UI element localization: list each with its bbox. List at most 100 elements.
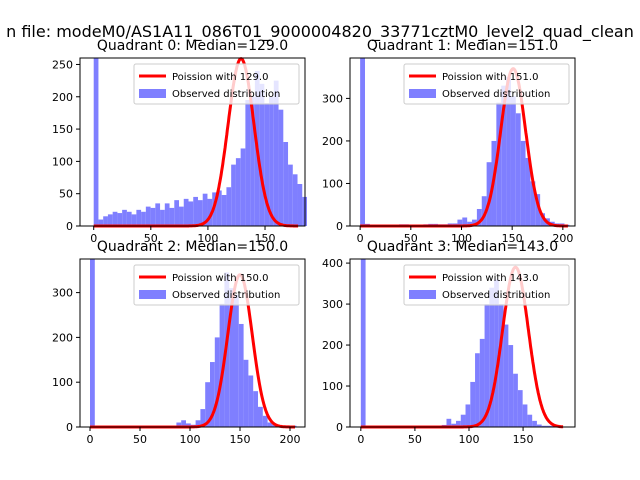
histogram-bar: [253, 391, 258, 427]
histogram-bar: [470, 381, 476, 427]
histogram-bar: [164, 203, 170, 226]
histogram-bar: [262, 415, 268, 427]
histogram-bar: [532, 420, 537, 427]
x-tick-label: 0: [357, 433, 364, 446]
histogram-bar: [546, 425, 552, 427]
axes-frame: [79, 57, 306, 227]
x-tick-label: 0: [90, 232, 97, 245]
histogram-bar: [141, 211, 146, 226]
histogram-bar: [117, 213, 123, 226]
histogram-bar: [169, 207, 175, 226]
y-tick-label: 200: [52, 331, 73, 344]
histogram-bar: [476, 208, 482, 226]
x-tick-label: 200: [552, 232, 573, 245]
y-tick-label: 300: [322, 92, 343, 105]
histogram-bar: [186, 423, 191, 427]
x-tick-label: 150: [502, 232, 523, 245]
histogram-bar: [525, 157, 531, 226]
histogram-bar: [283, 142, 289, 226]
y-tick-label: 100: [322, 177, 343, 190]
histogram-bar: [451, 423, 457, 427]
x-tick-label: 150: [255, 232, 276, 245]
histogram-bar: [245, 100, 251, 226]
legend: Poission with 151.0 Observed distribution: [403, 63, 570, 105]
histogram-bar: [226, 187, 232, 226]
axes-frame: [79, 258, 306, 428]
histogram-bar: [238, 323, 244, 427]
histogram-bar: [248, 375, 254, 427]
subplot-0: 0 50 100 150 0 50 100 150 200 250 Quadrant 0: Medi…: [52, 38, 307, 245]
histogram-bar: [460, 414, 466, 427]
histogram-bar: [181, 420, 186, 427]
histogram-bar: [145, 206, 151, 226]
subplots: 0 50 100 150 0 50 100 150 200 250 Quadrant 0: Medi…: [52, 38, 576, 446]
y-tick-label: 300: [322, 298, 343, 311]
histogram-bar: [202, 193, 208, 226]
histogram-bar: [457, 219, 463, 226]
histogram-bar: [214, 337, 220, 427]
histogram-bar: [98, 219, 104, 226]
x-tick-label: 50: [144, 232, 158, 245]
histogram-bar: [292, 174, 298, 226]
y-tick-label: 0: [66, 220, 73, 233]
histogram-bar: [107, 214, 113, 226]
y-tick-label: 0: [336, 421, 343, 434]
histogram-bar: [90, 259, 95, 427]
histogram-bar: [467, 221, 473, 226]
histogram-bar: [136, 209, 142, 226]
legend-hist-swatch: [409, 89, 436, 98]
x-tick-label: 150: [230, 433, 251, 446]
histogram-bar: [195, 420, 201, 427]
histogram-bar: [522, 404, 528, 427]
histogram-bar: [496, 102, 502, 226]
histogram-bar: [188, 201, 194, 226]
histogram-bar: [235, 158, 241, 226]
histogram-bar: [472, 219, 477, 226]
x-tick-label: 50: [404, 232, 418, 245]
legend-hist-swatch: [139, 89, 166, 98]
histogram-bar: [131, 214, 137, 226]
y-tick-label: 100: [52, 376, 73, 389]
histogram-bar: [160, 209, 165, 226]
histogram-bar: [259, 83, 265, 226]
subplot-title: Quadrant 1: Median=151.0: [367, 38, 558, 54]
histogram-bar: [231, 164, 236, 226]
subplot-3: 0 50 100 150 0 100 200 300 400 Quadrant 3: Median…: [322, 239, 576, 446]
histogram-bar: [216, 190, 222, 226]
histogram-bar: [122, 209, 127, 226]
legend-hist-swatch: [409, 290, 436, 299]
legend-hist-label: Observed distribution: [172, 89, 280, 100]
histogram-bar: [179, 206, 184, 226]
x-tick-label: 50: [408, 433, 422, 446]
histogram-bar: [200, 409, 206, 427]
histogram-bar: [515, 113, 521, 226]
histogram-bar: [520, 140, 526, 226]
histogram-bar: [176, 422, 182, 427]
legend: Poission with 143.0 Observed distribution: [403, 264, 570, 306]
histogram-bar: [481, 196, 487, 226]
histogram-bar: [484, 304, 490, 427]
histogram-bar: [446, 418, 452, 427]
histogram-bar: [243, 359, 249, 427]
legend: Poission with 129.0 Observed distribution: [133, 63, 300, 105]
histogram-bar: [126, 211, 132, 226]
legend-fit-label: Poission with 143.0: [442, 273, 538, 284]
histogram-bar: [112, 211, 118, 226]
histogram-bar: [360, 259, 366, 427]
x-tick-label: 150: [513, 433, 534, 446]
histogram-bar: [273, 80, 279, 226]
x-tick-label: 100: [458, 433, 479, 446]
histogram-bar: [530, 181, 536, 226]
histogram-bar: [250, 96, 255, 227]
y-tick-label: 200: [322, 135, 343, 148]
histogram-bar: [540, 213, 545, 226]
histogram-bar: [193, 196, 198, 226]
histogram-bar: [103, 216, 108, 226]
y-tick-label: 400: [322, 257, 343, 270]
histogram-bar: [489, 287, 495, 427]
histogram-bar: [278, 109, 284, 226]
x-tick-label: 0: [87, 433, 94, 446]
histogram-bar: [503, 324, 509, 427]
histogram-bar: [210, 362, 215, 427]
